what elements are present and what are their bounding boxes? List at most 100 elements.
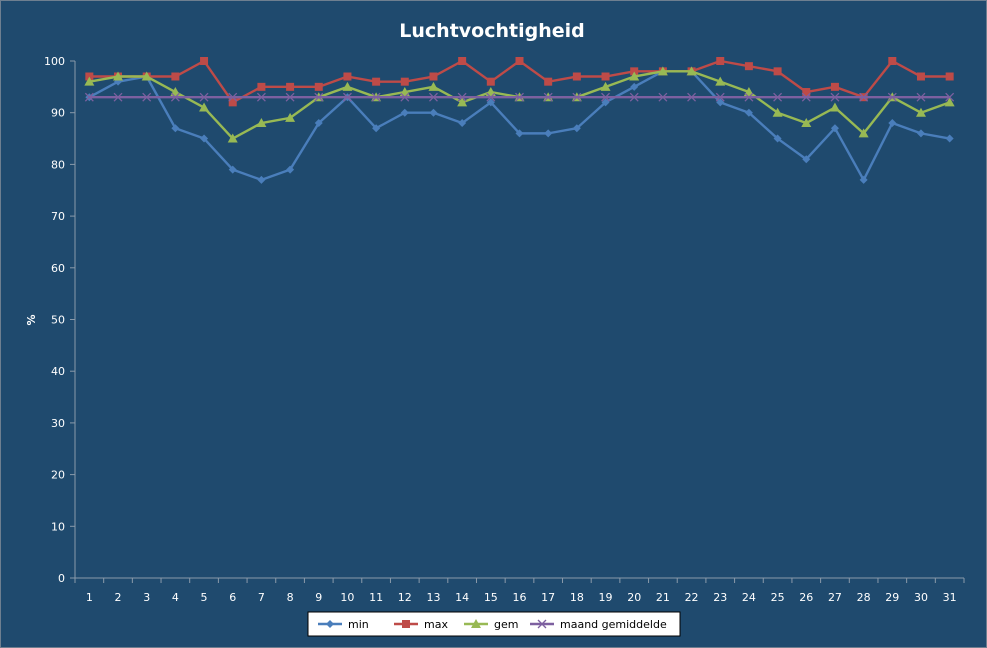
y-tick-label: 40 [51,365,65,378]
series-min [85,67,954,184]
legend-label-max: max [424,618,448,631]
data-point-min [429,108,438,117]
data-point-maand-gemiddelde [773,92,783,102]
data-point-gem [399,87,410,97]
x-tick-label: 4 [172,591,179,604]
data-point-gem [772,107,783,117]
data-point-max [400,77,409,86]
data-point-gem [485,87,496,97]
y-tick-label: 50 [51,314,65,327]
data-point-min [515,129,524,138]
data-point-gem [686,66,697,76]
data-point-max [257,82,266,91]
data-point-maand-gemiddelde [228,92,238,102]
x-tick-label: 28 [857,591,871,604]
x-tick-label: 20 [627,591,641,604]
x-tick-label: 10 [340,591,354,604]
data-point-min [400,108,409,117]
data-point-maand-gemiddelde [916,92,926,102]
legend-label-gem: gem [494,618,518,631]
y-axis-label: % [25,314,38,325]
data-point-maand-gemiddelde [170,92,180,102]
data-point-gem [342,81,353,91]
data-point-max [85,72,94,81]
data-point-maand-gemiddelde [400,92,410,102]
x-tick-label: 19 [599,591,613,604]
data-point-min [572,124,581,133]
data-point-gem [170,87,181,97]
data-point-maand-gemiddelde [256,92,266,102]
x-tick-label: 18 [570,591,584,604]
data-point-gem [715,76,726,86]
data-point-max [429,72,438,81]
data-point-maand-gemiddelde [744,92,754,102]
data-point-gem [84,76,95,86]
data-point-maand-gemiddelde [658,92,668,102]
legend-box [307,611,681,637]
data-point-gem [199,102,210,112]
legend-marker-min [326,620,334,628]
x-tick-label: 14 [455,591,469,604]
data-point-max [945,72,954,81]
data-point-min [314,119,323,128]
x-tick-label: 31 [943,591,957,604]
data-point-max [486,77,495,86]
legend-label-maand-gemiddelde: maand gemiddelde [560,618,667,631]
x-tick-label: 16 [513,591,527,604]
data-point-max [515,57,524,65]
data-point-min [744,108,753,117]
data-point-max [200,57,209,65]
data-point-min [830,124,839,133]
data-point-maand-gemiddelde [715,92,725,102]
data-point-maand-gemiddelde [429,92,438,102]
data-point-maand-gemiddelde [629,92,639,102]
x-tick-label: 11 [369,591,383,604]
data-point-min [200,134,209,143]
data-point-min [888,119,897,128]
data-point-max [716,57,725,65]
y-tick-label: 60 [51,262,65,275]
x-tick-label: 8 [287,591,294,604]
data-point-max [916,72,925,81]
data-point-min [859,175,868,184]
data-point-maand-gemiddelde [601,92,610,102]
x-tick-label: 29 [885,591,899,604]
legend-label-min: min [348,618,369,631]
series-line-min [88,70,950,182]
data-point-maand-gemiddelde [84,92,94,102]
chart-title: Luchtvochtigheid [399,20,584,42]
x-tick-label: 17 [541,591,555,604]
x-tick-label: 1 [86,591,93,604]
x-tick-label: 15 [484,591,498,604]
data-point-gem [428,81,439,91]
y-tick-label: 80 [51,158,65,171]
data-point-max [572,72,581,81]
data-point-maand-gemiddelde [285,92,295,102]
data-point-gem [113,71,124,81]
data-point-max [286,82,295,91]
data-point-min [716,98,725,107]
data-point-maand-gemiddelde [572,92,582,102]
series-layer [84,57,955,184]
y-tick-label: 70 [51,210,65,223]
data-point-maand-gemiddelde [830,92,840,102]
data-point-gem [227,133,238,143]
data-point-gem [915,107,926,117]
x-tick-label: 12 [398,591,412,604]
data-point-max [171,72,180,81]
data-point-min [802,155,811,164]
x-tick-label: 9 [315,591,322,604]
data-point-max [802,88,811,97]
data-point-maand-gemiddelde [113,92,123,102]
x-tick-label: 23 [713,591,727,604]
data-point-gem [743,87,754,97]
x-tick-label: 2 [115,591,122,604]
x-tick-label: 7 [258,591,265,604]
data-point-min [257,175,266,184]
x-tick-label: 6 [229,591,236,604]
data-point-min [630,82,639,91]
data-point-gem [141,71,152,81]
y-tick-label: 90 [51,107,65,120]
data-point-max [630,67,639,76]
